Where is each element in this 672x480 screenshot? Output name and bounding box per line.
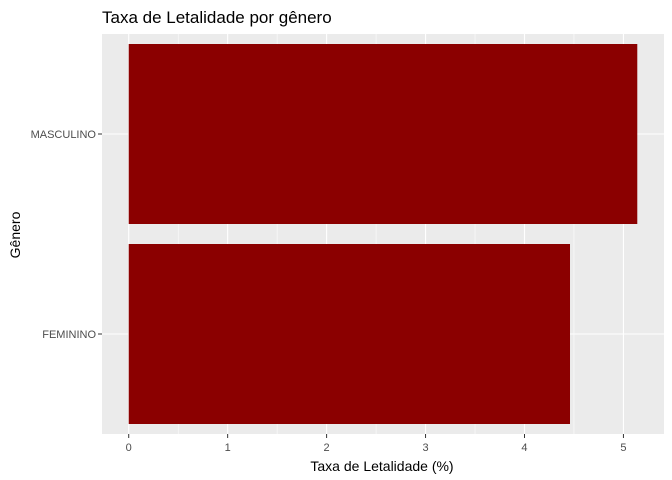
y-tick-label: FEMININO <box>42 329 96 341</box>
x-tick-label: 0 <box>126 442 132 454</box>
x-tick-label: 2 <box>324 442 330 454</box>
x-tick-label: 3 <box>422 442 428 454</box>
x-axis: 0 1 2 3 4 5 <box>126 434 626 454</box>
bar-feminino <box>128 244 571 424</box>
x-tick-label: 1 <box>225 442 231 454</box>
y-axis: MASCULINO FEMININO <box>31 129 102 341</box>
y-axis-title: Gênero <box>7 211 23 258</box>
x-tick-label: 5 <box>620 442 626 454</box>
x-tick-label: 4 <box>521 442 527 454</box>
bar-masculino <box>128 44 638 224</box>
y-tick-label: MASCULINO <box>31 129 97 141</box>
x-axis-title: Taxa de Letalidade (%) <box>310 458 453 474</box>
chart-title: Taxa de Letalidade por gênero <box>102 8 332 27</box>
bars <box>128 44 638 424</box>
